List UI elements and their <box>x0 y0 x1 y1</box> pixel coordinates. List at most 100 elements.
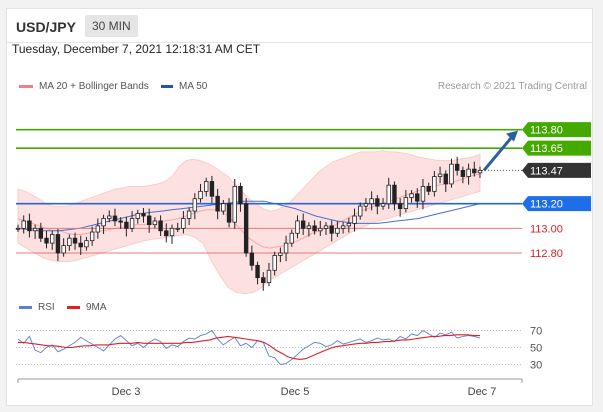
candle-body <box>124 221 129 229</box>
chart-header: USD/JPY 30 MIN <box>7 9 592 43</box>
candle-body <box>346 222 352 227</box>
candle-body <box>306 225 312 229</box>
legend-ma50: MA 50 <box>161 81 207 92</box>
support-label-112.80: 112.80 <box>530 248 563 260</box>
ma50-label: MA 50 <box>179 81 208 92</box>
candle-body <box>289 232 294 244</box>
candle-body <box>55 234 61 254</box>
price-tag-113.65-bg <box>522 140 591 156</box>
research-credit: Research © 2021 Trading Central <box>437 81 587 92</box>
candle-body <box>44 237 49 244</box>
rsi-tick-label-50: 50 <box>530 343 542 355</box>
candle-body <box>477 169 483 174</box>
projection-arrow-head <box>506 130 518 142</box>
candle-body <box>209 181 215 197</box>
candle-body <box>409 193 414 198</box>
support-label-113.00: 113.00 <box>530 223 563 235</box>
ma20-label: MA 20 + Bollinger Bands <box>39 81 149 92</box>
candle-body <box>112 215 118 222</box>
candle-body <box>192 198 198 212</box>
candle-body <box>397 203 403 210</box>
candle-body <box>158 220 163 232</box>
candle-body <box>95 225 101 233</box>
candle-body <box>27 220 32 232</box>
ma9-label: 9MA <box>86 302 107 313</box>
candle-body <box>283 242 289 254</box>
candle-body <box>278 252 283 256</box>
rsi-label: RSI <box>38 302 55 313</box>
candle-body <box>426 185 431 192</box>
candle-body <box>255 264 260 279</box>
x-tick-label: Dec 5 <box>281 386 310 398</box>
price-tag-113.80-bg <box>522 122 591 138</box>
candle-body <box>152 220 158 226</box>
candle-body <box>198 190 203 200</box>
candle-body <box>89 231 95 242</box>
legend-rsi: RSI <box>19 302 55 313</box>
candle-body <box>118 220 123 223</box>
candle-body <box>432 176 437 192</box>
candle-body <box>375 198 380 207</box>
candle-body <box>232 185 237 223</box>
chart-datetime: Tuesday, December 7, 2021 12:18:31 AM CE… <box>12 42 261 56</box>
candle-body <box>221 203 226 212</box>
candle-body <box>454 163 460 171</box>
candle-body <box>61 245 66 254</box>
ma20-swatch <box>19 85 33 88</box>
candle-body <box>386 184 391 205</box>
candle-body <box>249 252 255 266</box>
candle-body <box>15 227 21 230</box>
rsi-tick-label-70: 70 <box>530 326 542 338</box>
candle-body <box>84 240 89 248</box>
candle-body <box>272 255 277 271</box>
candle-body <box>261 277 266 283</box>
rsi-series-9ma <box>18 334 480 360</box>
candle-body <box>164 230 169 237</box>
candle-body <box>403 197 409 210</box>
candle-body <box>300 220 306 229</box>
price-tag-113.80: 113.80 <box>530 125 563 137</box>
candle-body <box>215 195 220 212</box>
candle-body <box>380 203 386 207</box>
candle-body <box>415 193 420 202</box>
candle-body <box>141 213 146 217</box>
x-tick-label: Dec 3 <box>112 386 141 398</box>
legend-ma20: MA 20 + Bollinger Bands <box>19 81 149 92</box>
candle-body <box>32 227 38 232</box>
candle-body <box>146 215 152 226</box>
candle-body <box>335 227 340 234</box>
candle-body <box>466 168 471 177</box>
candle-body <box>369 198 374 205</box>
rsi-swatch <box>19 306 32 309</box>
candle-body <box>295 220 300 234</box>
candle-body <box>238 185 243 205</box>
candle-body <box>243 203 249 254</box>
x-tick-label: Dec 7 <box>468 386 497 398</box>
candle-body <box>226 203 232 223</box>
projection-arrow <box>482 134 515 172</box>
candle-body <box>67 237 72 246</box>
current-price-tag: 113.47 <box>530 165 563 177</box>
candle-body <box>21 220 26 229</box>
candle-body <box>329 225 334 234</box>
candle-body <box>352 215 357 224</box>
candle-body <box>204 181 209 192</box>
candle-body <box>107 215 112 219</box>
candle-body <box>358 205 363 217</box>
candle-body <box>50 234 55 244</box>
candle-body <box>38 227 44 239</box>
bollinger-band <box>17 150 481 295</box>
current-price-tag-bg <box>522 162 591 178</box>
ma50-line <box>17 200 481 232</box>
currency-pair-title: USD/JPY <box>16 19 76 35</box>
candle-body <box>175 227 180 230</box>
timeframe-badge[interactable]: 30 MIN <box>85 15 138 37</box>
candle-body <box>169 227 175 237</box>
ma50-swatch <box>161 85 173 88</box>
candle-body <box>78 242 83 248</box>
candle-body <box>460 169 466 177</box>
candle-body <box>181 218 186 229</box>
candle-body <box>72 237 78 244</box>
candle-body <box>437 173 443 177</box>
